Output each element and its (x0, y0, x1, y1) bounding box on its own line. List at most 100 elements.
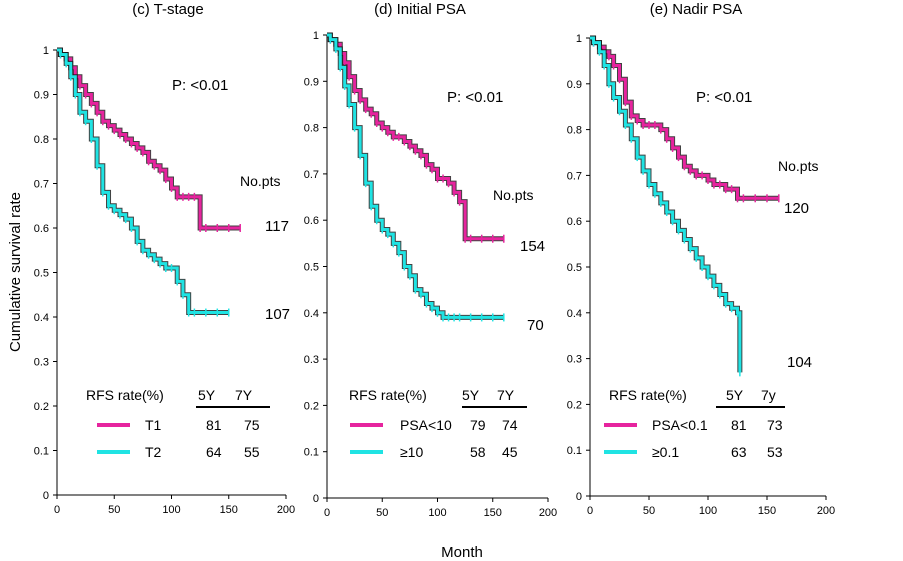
x-tick-label: 50 (376, 507, 388, 519)
km-curve-magenta (57, 48, 241, 230)
y-tick-label: 0.5 (567, 262, 582, 274)
rfs-rate-7y: 45 (502, 444, 518, 460)
no-pts-label: No.pts (778, 158, 818, 174)
panel-title: (d) Initial PSA (374, 1, 466, 18)
x-tick-label: 100 (699, 505, 717, 517)
rfs-header-label: RFS rate(%) (86, 387, 164, 403)
y-tick-label: 0.2 (567, 399, 582, 411)
panel-title: (e) Nadir PSA (650, 1, 743, 18)
legend-label: T2 (145, 444, 162, 460)
x-tick-label: 0 (587, 505, 593, 517)
y-tick-label: 1 (43, 45, 49, 57)
y-tick-label: 0.7 (34, 179, 49, 191)
rfs-header-5y: 5Y (198, 387, 216, 403)
rfs-rate-7y: 55 (244, 444, 260, 460)
rfs-rate-7y: 73 (767, 417, 783, 433)
rfs-header-5y: 5Y (726, 387, 744, 403)
y-tick-label: 1 (313, 30, 319, 42)
y-tick-label: 0.9 (304, 76, 319, 88)
y-tick-label: 0.4 (34, 312, 49, 324)
rfs-header-7y: 7Y (235, 387, 253, 403)
no-pts-label: No.pts (240, 173, 280, 189)
x-tick-label: 0 (324, 507, 330, 519)
km-curve-magenta (590, 36, 779, 200)
x-tick-label: 100 (162, 504, 180, 516)
patient-count: 70 (527, 317, 544, 334)
patient-count: 120 (784, 200, 809, 217)
panels: (c) T-stage 0 0.1 0.2 0.3 0.4 0.5 0.6 0.7 0.8 0.9 1… (34, 1, 835, 519)
legend-label: ≥10 (400, 444, 423, 460)
patient-count: 117 (265, 218, 289, 235)
rfs-rate-5y: 81 (206, 417, 222, 433)
y-tick-label: 0.6 (34, 223, 49, 235)
y-tick-label: 1 (576, 33, 582, 45)
x-tick-label: 200 (817, 505, 835, 517)
patient-count: 154 (520, 238, 545, 255)
km-curve-shadow-magenta (327, 32, 504, 242)
rfs-rate-5y: 58 (470, 444, 486, 460)
x-axis-label: Month (441, 544, 483, 561)
y-axis-label: Cumulative survival rate (7, 192, 24, 352)
legend-label: T1 (145, 417, 162, 433)
y-tick-label: 0.3 (34, 357, 49, 369)
y-tick-label: 0.6 (567, 216, 582, 228)
legend-label: PSA<0.1 (652, 417, 708, 433)
x-tick-label: 50 (643, 505, 655, 517)
km-curve-magenta (327, 33, 504, 241)
legend-label: ≥0.1 (652, 444, 679, 460)
y-tick-label: 0.8 (304, 123, 319, 135)
y-tick-label: 0.4 (567, 308, 582, 320)
rfs-header-label: RFS rate(%) (609, 387, 687, 403)
km-panel-2: (d) Initial PSA 0 0.1 0.2 0.3 0.4 0.5 0.6 0.7 0.8… (304, 1, 557, 519)
km-panel-3: (e) Nadir PSA 0 0.1 0.2 0.3 0.4 0.5 0.6 0.7 0.8 0.… (567, 1, 835, 517)
y-tick-label: 0.1 (34, 446, 49, 458)
y-tick-label: 0.5 (34, 268, 49, 280)
patient-count: 107 (265, 306, 290, 323)
rfs-header-5y: 5Y (462, 387, 480, 403)
y-tick-label: 0.9 (34, 90, 49, 102)
y-tick-label: 0.2 (34, 401, 49, 413)
y-tick-label: 0 (576, 491, 582, 503)
p-value: P: <0.01 (447, 89, 503, 106)
y-tick-label: 0.2 (304, 400, 319, 412)
rfs-rate-5y: 63 (731, 444, 747, 460)
y-tick-label: 0.8 (34, 134, 49, 146)
y-tick-label: 0.6 (304, 215, 319, 227)
p-value: P: <0.01 (696, 89, 752, 106)
rfs-rate-7y: 75 (244, 417, 260, 433)
rfs-rate-5y: 64 (206, 444, 222, 460)
y-tick-label: 0.3 (567, 354, 582, 366)
y-tick-label: 0.8 (567, 125, 582, 137)
y-tick-label: 0.4 (304, 308, 319, 320)
x-tick-label: 100 (428, 507, 446, 519)
y-tick-label: 0.7 (567, 170, 582, 182)
legend-label: PSA<10 (400, 417, 452, 433)
rfs-rate-5y: 81 (731, 417, 747, 433)
panel-title: (c) T-stage (132, 1, 203, 18)
no-pts-label: No.pts (493, 187, 533, 203)
rfs-header-label: RFS rate(%) (349, 387, 427, 403)
x-tick-label: 200 (539, 507, 557, 519)
km-curve-shadow-magenta (590, 35, 779, 201)
x-tick-label: 200 (277, 504, 295, 516)
y-tick-label: 0.1 (567, 445, 582, 457)
x-tick-label: 150 (758, 505, 776, 517)
km-curve-cyan (327, 33, 504, 319)
y-tick-label: 0.7 (304, 169, 319, 181)
patient-count: 104 (787, 354, 812, 371)
y-tick-label: 0.3 (304, 354, 319, 366)
x-tick-label: 150 (484, 507, 502, 519)
x-tick-label: 150 (220, 504, 238, 516)
x-tick-label: 0 (54, 504, 60, 516)
y-tick-label: 0 (313, 493, 319, 505)
rfs-header-7y: 7Y (497, 387, 515, 403)
km-panel-1: (c) T-stage 0 0.1 0.2 0.3 0.4 0.5 0.6 0.7 0.8 0.9 1… (34, 1, 295, 516)
rfs-rate-7y: 53 (767, 444, 783, 460)
y-tick-label: 0.9 (567, 79, 582, 91)
y-tick-label: 0.5 (304, 262, 319, 274)
y-tick-label: 0.1 (304, 447, 319, 459)
x-tick-label: 50 (108, 504, 120, 516)
y-tick-label: 0 (43, 490, 49, 502)
p-value: P: <0.01 (172, 77, 228, 94)
